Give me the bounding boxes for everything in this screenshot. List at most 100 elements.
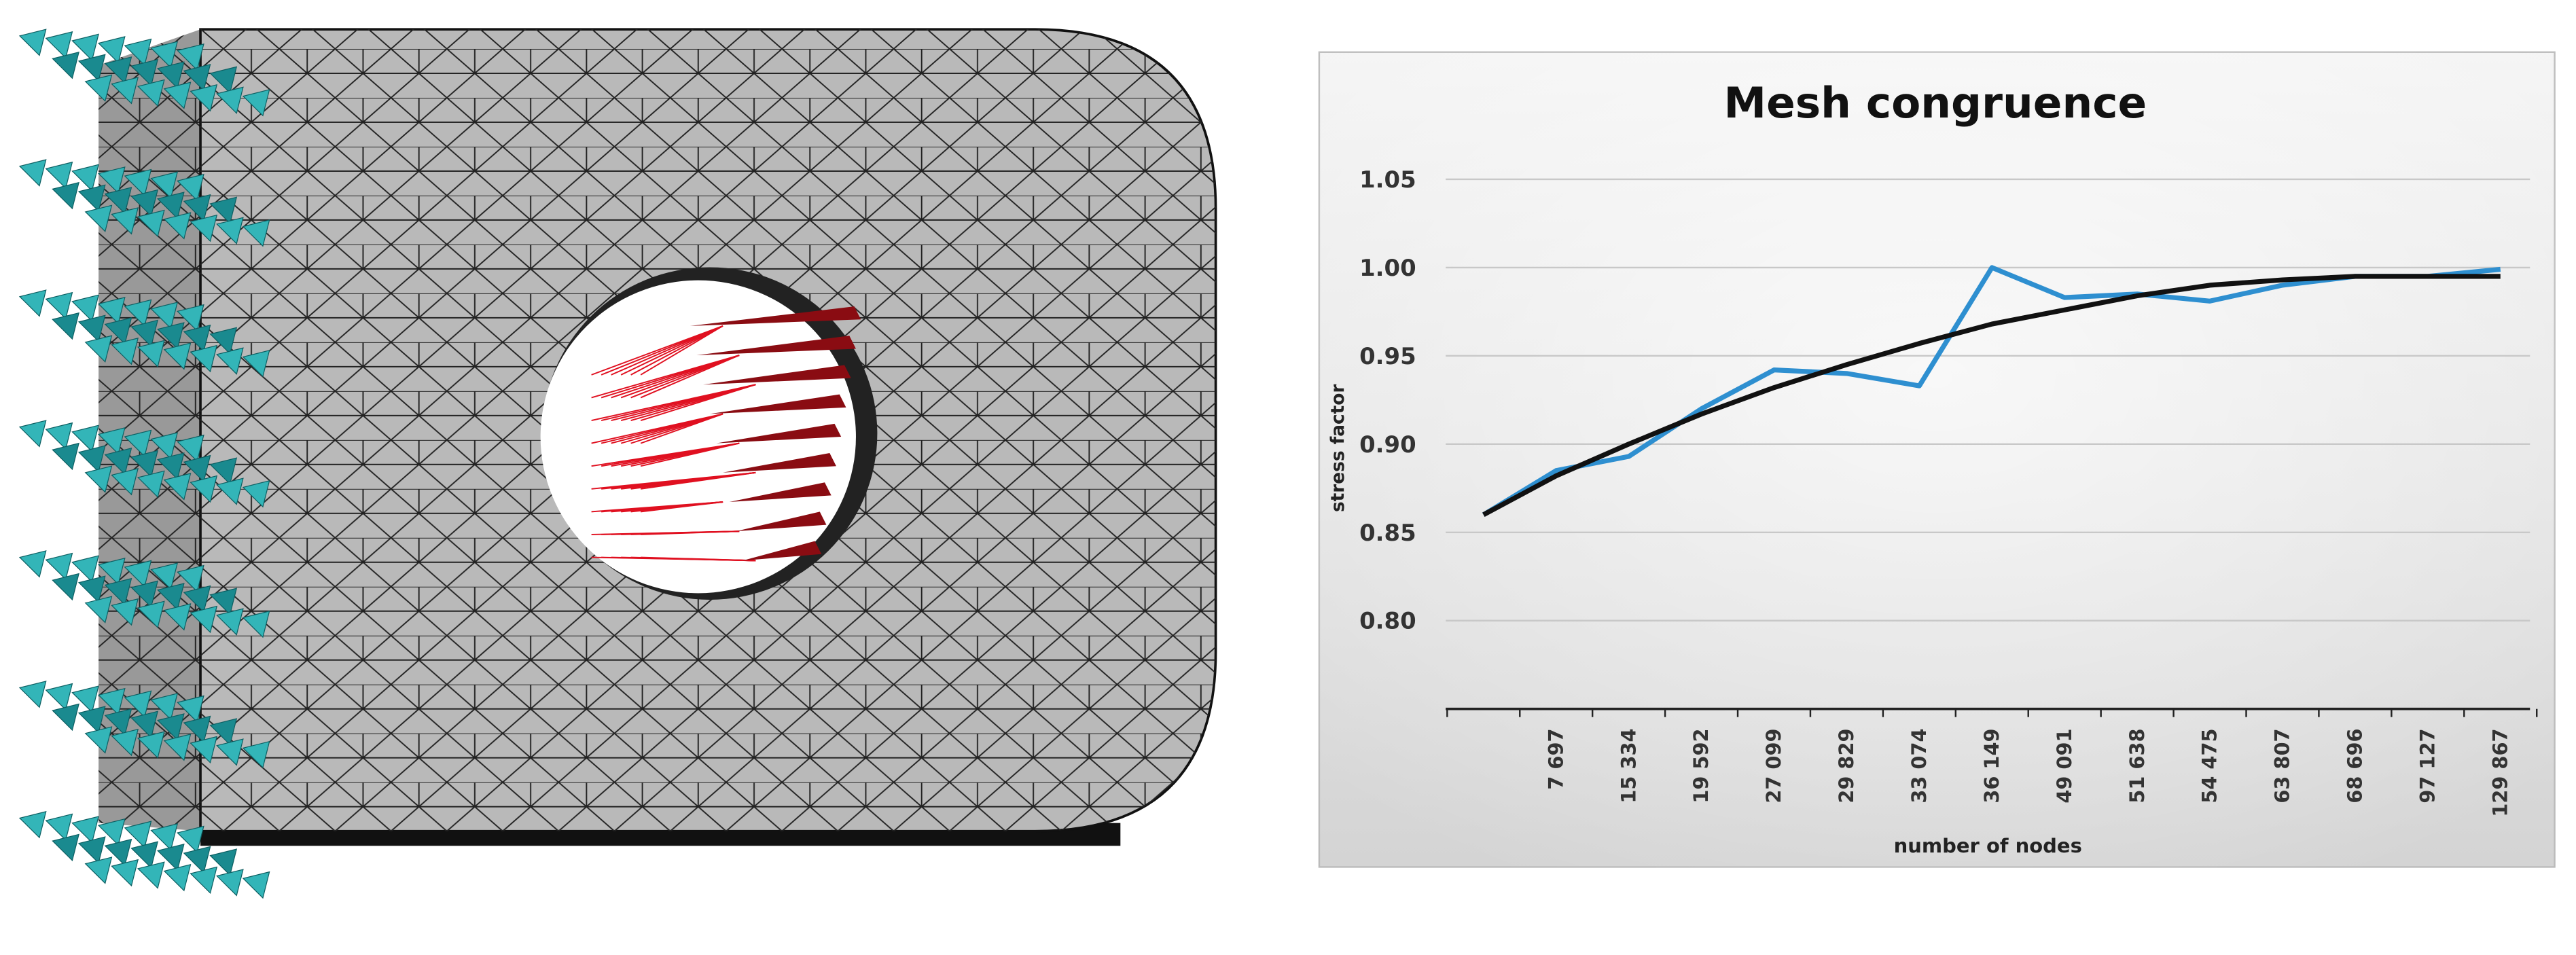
support <box>150 171 179 199</box>
support <box>84 74 113 102</box>
support <box>77 575 106 603</box>
chart-panel: Mesh congruence stress factor number of … <box>1318 51 2556 868</box>
support <box>97 687 126 716</box>
support <box>45 813 73 842</box>
load-ray <box>640 325 723 376</box>
support <box>242 610 270 638</box>
load-ray <box>641 556 756 562</box>
x-tick-label: 27 099 <box>1762 728 1785 803</box>
support <box>77 836 106 864</box>
y-tick-label: 0.90 <box>1359 431 1416 458</box>
support <box>97 166 126 194</box>
load-arrow <box>736 511 827 532</box>
support <box>77 706 106 734</box>
support <box>45 31 73 59</box>
chart-highlight <box>1319 52 2555 867</box>
support <box>77 184 106 212</box>
support <box>190 605 218 634</box>
support <box>242 871 270 899</box>
support <box>177 695 204 723</box>
support <box>156 452 185 480</box>
support <box>130 189 158 217</box>
support <box>163 212 192 240</box>
load-ray <box>630 325 723 376</box>
support <box>156 713 185 741</box>
support <box>124 299 152 327</box>
support <box>216 347 244 375</box>
support <box>52 703 79 732</box>
support <box>163 864 192 892</box>
support <box>209 66 238 94</box>
x-tick-label: 36 149 <box>1980 728 2003 803</box>
support <box>124 560 152 588</box>
support <box>163 603 192 631</box>
support <box>130 580 158 608</box>
support <box>97 297 126 325</box>
x-tick-label: 51 638 <box>2126 728 2149 803</box>
support <box>190 344 218 373</box>
supports <box>18 29 270 899</box>
support <box>71 425 99 452</box>
support <box>177 173 204 202</box>
y-tick-label: 0.95 <box>1359 343 1416 370</box>
support <box>216 738 244 766</box>
support <box>84 335 113 363</box>
support <box>111 207 139 235</box>
support <box>77 314 106 342</box>
load-ray <box>640 384 756 421</box>
support <box>18 550 47 578</box>
support <box>242 480 270 508</box>
support <box>150 693 179 721</box>
support <box>111 338 139 365</box>
support <box>71 33 99 61</box>
support <box>150 562 179 590</box>
support <box>190 736 218 764</box>
support <box>84 465 113 493</box>
x-tick-label: 54 475 <box>2198 728 2221 803</box>
support <box>163 473 192 501</box>
support <box>104 317 132 345</box>
support <box>242 89 270 117</box>
support <box>124 168 152 197</box>
support <box>137 340 165 368</box>
support <box>18 29 47 56</box>
load-ray <box>640 355 740 399</box>
support <box>104 708 132 736</box>
support <box>71 555 99 583</box>
support <box>52 51 79 79</box>
support <box>177 434 204 463</box>
support <box>104 447 132 475</box>
support <box>45 552 73 581</box>
support <box>190 84 218 112</box>
support <box>111 859 139 887</box>
support <box>97 818 126 846</box>
support <box>242 740 270 769</box>
support <box>183 585 211 613</box>
support <box>18 420 47 448</box>
support <box>137 600 165 628</box>
support <box>209 718 238 746</box>
support <box>84 204 113 232</box>
x-tick-label: 63 807 <box>2271 728 2294 803</box>
support <box>18 289 47 317</box>
support <box>177 564 204 593</box>
load-arrow <box>690 306 861 326</box>
support <box>216 869 244 897</box>
support <box>130 841 158 869</box>
x-tick-label: 33 074 <box>1908 728 1931 803</box>
support <box>130 450 158 478</box>
support <box>104 187 132 215</box>
support <box>124 690 152 718</box>
support <box>190 214 218 242</box>
support <box>216 86 244 114</box>
support <box>137 861 165 889</box>
support <box>209 327 238 355</box>
y-tick-label: 1.00 <box>1359 255 1416 281</box>
x-axis-label: number of nodes <box>1894 834 2082 857</box>
x-tick-label: 7 697 <box>1544 728 1567 789</box>
support <box>216 478 244 505</box>
support <box>104 838 132 867</box>
support <box>150 823 179 851</box>
load-arrow <box>709 394 846 414</box>
support <box>52 573 79 601</box>
